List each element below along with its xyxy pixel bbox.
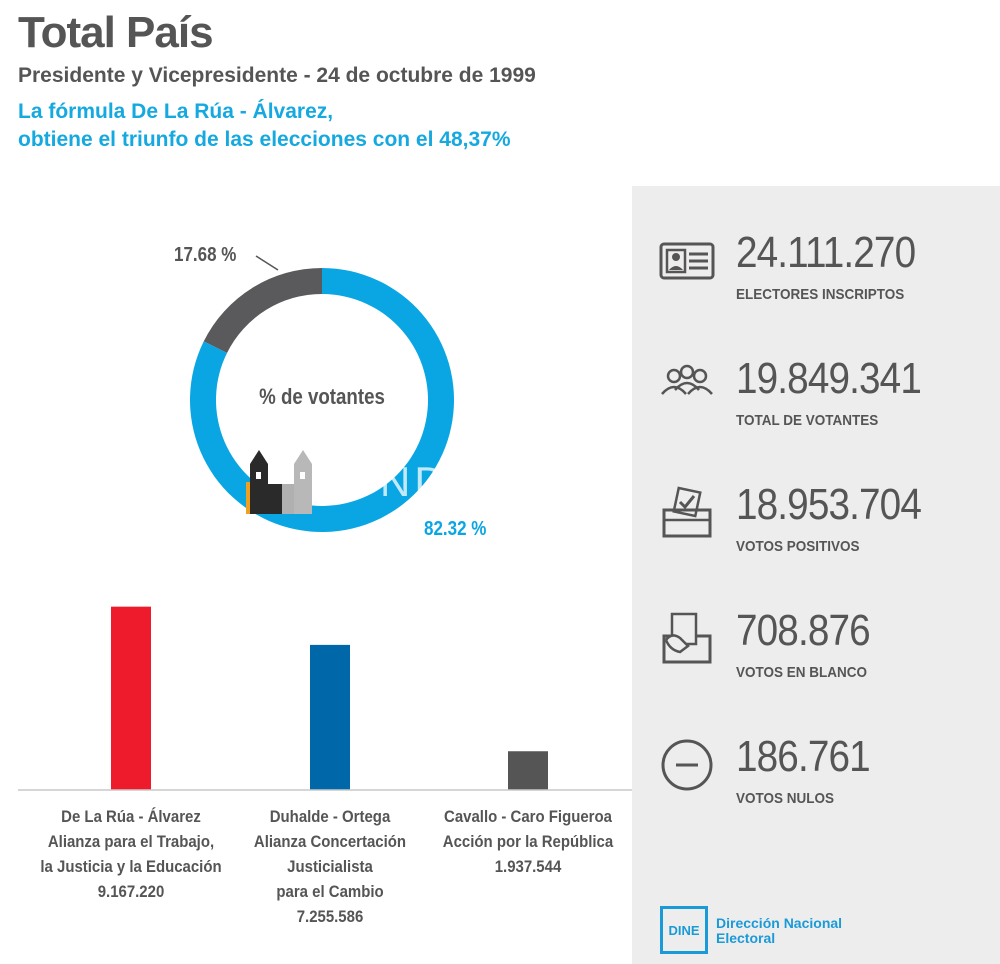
bar-label-line: Acción por la República bbox=[442, 832, 614, 851]
stat-electores-inscriptos: 24.111.270 ELECTORES INSCRIPTOS bbox=[658, 228, 998, 318]
null-vote-icon bbox=[661, 739, 713, 791]
bar-duhalde bbox=[310, 644, 350, 790]
donut-slice-non-voters bbox=[203, 268, 322, 353]
stat-value: 18.953.704 bbox=[736, 480, 922, 529]
donut-center-label: % de votantes bbox=[259, 384, 385, 409]
voter-turnout-donut-chart bbox=[190, 268, 454, 532]
stat-label: TOTAL DE VOTANTES bbox=[736, 412, 879, 429]
candidate-votes-bar-chart bbox=[18, 606, 632, 791]
bar-label-line: De La Rúa - Álvarez bbox=[61, 807, 201, 826]
bar-label-line: Justicialista bbox=[287, 857, 373, 876]
bar-value-label: 9.167.220 bbox=[97, 882, 165, 901]
bar-value-label: 7.255.586 bbox=[296, 907, 364, 926]
bar-label-de-la-rua: De La Rúa - Álvarez Alianza para el Trab… bbox=[34, 804, 228, 904]
bar-label-line: la Justicia y la Educación bbox=[40, 857, 222, 876]
bar-label-line: Duhalde - Ortega bbox=[269, 807, 391, 826]
stats-panel: 24.111.270 ELECTORES INSCRIPTOS 19.849.3… bbox=[632, 186, 1000, 964]
stat-label: VOTOS NULOS bbox=[736, 790, 835, 807]
page-title: Total País bbox=[18, 8, 214, 57]
donut-leader-line bbox=[255, 255, 279, 271]
bar-label-line: para el Cambio bbox=[276, 882, 384, 901]
stat-value: 708.876 bbox=[736, 606, 871, 655]
church-logo-icon bbox=[246, 450, 312, 514]
donut-label-voters: 82.32 % bbox=[424, 518, 487, 540]
stat-votos-positivos: 18.953.704 VOTOS POSITIVOS bbox=[658, 480, 998, 570]
stat-value: 19.849.341 bbox=[736, 354, 922, 403]
headline-line-2: obtiene el triunfo de las elecciones con… bbox=[18, 128, 511, 151]
people-group-icon bbox=[661, 364, 713, 395]
bar-label-line: Alianza Concertación bbox=[253, 832, 407, 851]
bar-value-label: 1.937.544 bbox=[494, 857, 562, 876]
stat-votos-nulos: 186.761 VOTOS NULOS bbox=[658, 732, 998, 822]
stat-value: 24.111.270 bbox=[736, 228, 916, 277]
donut-label-non-voters: 17.68 % bbox=[174, 244, 237, 266]
blank-vote-icon bbox=[662, 612, 712, 664]
dine-logo: DINE bbox=[660, 906, 708, 954]
headline-line-1: La fórmula De La Rúa - Álvarez, bbox=[18, 100, 334, 123]
id-card-icon bbox=[659, 242, 715, 280]
bar-de-la-rua bbox=[111, 606, 151, 790]
bar-label-line: Cavallo - Caro Figueroa bbox=[444, 807, 612, 826]
stat-value: 186.761 bbox=[736, 732, 871, 781]
page-subtitle: Presidente y Vicepresidente - 24 de octu… bbox=[18, 64, 536, 87]
bar-cavallo bbox=[508, 751, 548, 790]
organization-name-line-1: Dirección Nacional bbox=[716, 915, 843, 931]
bar-label-duhalde: Duhalde - Ortega Alianza Concertación Ju… bbox=[233, 804, 427, 929]
organization-name-line-2: Electoral bbox=[716, 930, 776, 946]
stat-label: ELECTORES INSCRIPTOS bbox=[736, 286, 905, 303]
headline: La fórmula De La Rúa - Álvarez, obtiene … bbox=[18, 98, 511, 154]
stat-votos-en-blanco: 708.876 VOTOS EN BLANCO bbox=[658, 606, 998, 696]
bar-label-line: Alianza para el Trabajo, bbox=[47, 832, 215, 851]
bar-label-cavallo: Cavallo - Caro Figueroa Acción por la Re… bbox=[431, 804, 625, 879]
stat-total-votantes: 19.849.341 TOTAL DE VOTANTES bbox=[658, 354, 998, 444]
stat-label: VOTOS EN BLANCO bbox=[736, 664, 868, 681]
organization-name: Dirección Nacional Electoral bbox=[716, 916, 842, 946]
ballot-box-icon bbox=[662, 486, 712, 538]
stat-label: VOTOS POSITIVOS bbox=[736, 538, 860, 555]
